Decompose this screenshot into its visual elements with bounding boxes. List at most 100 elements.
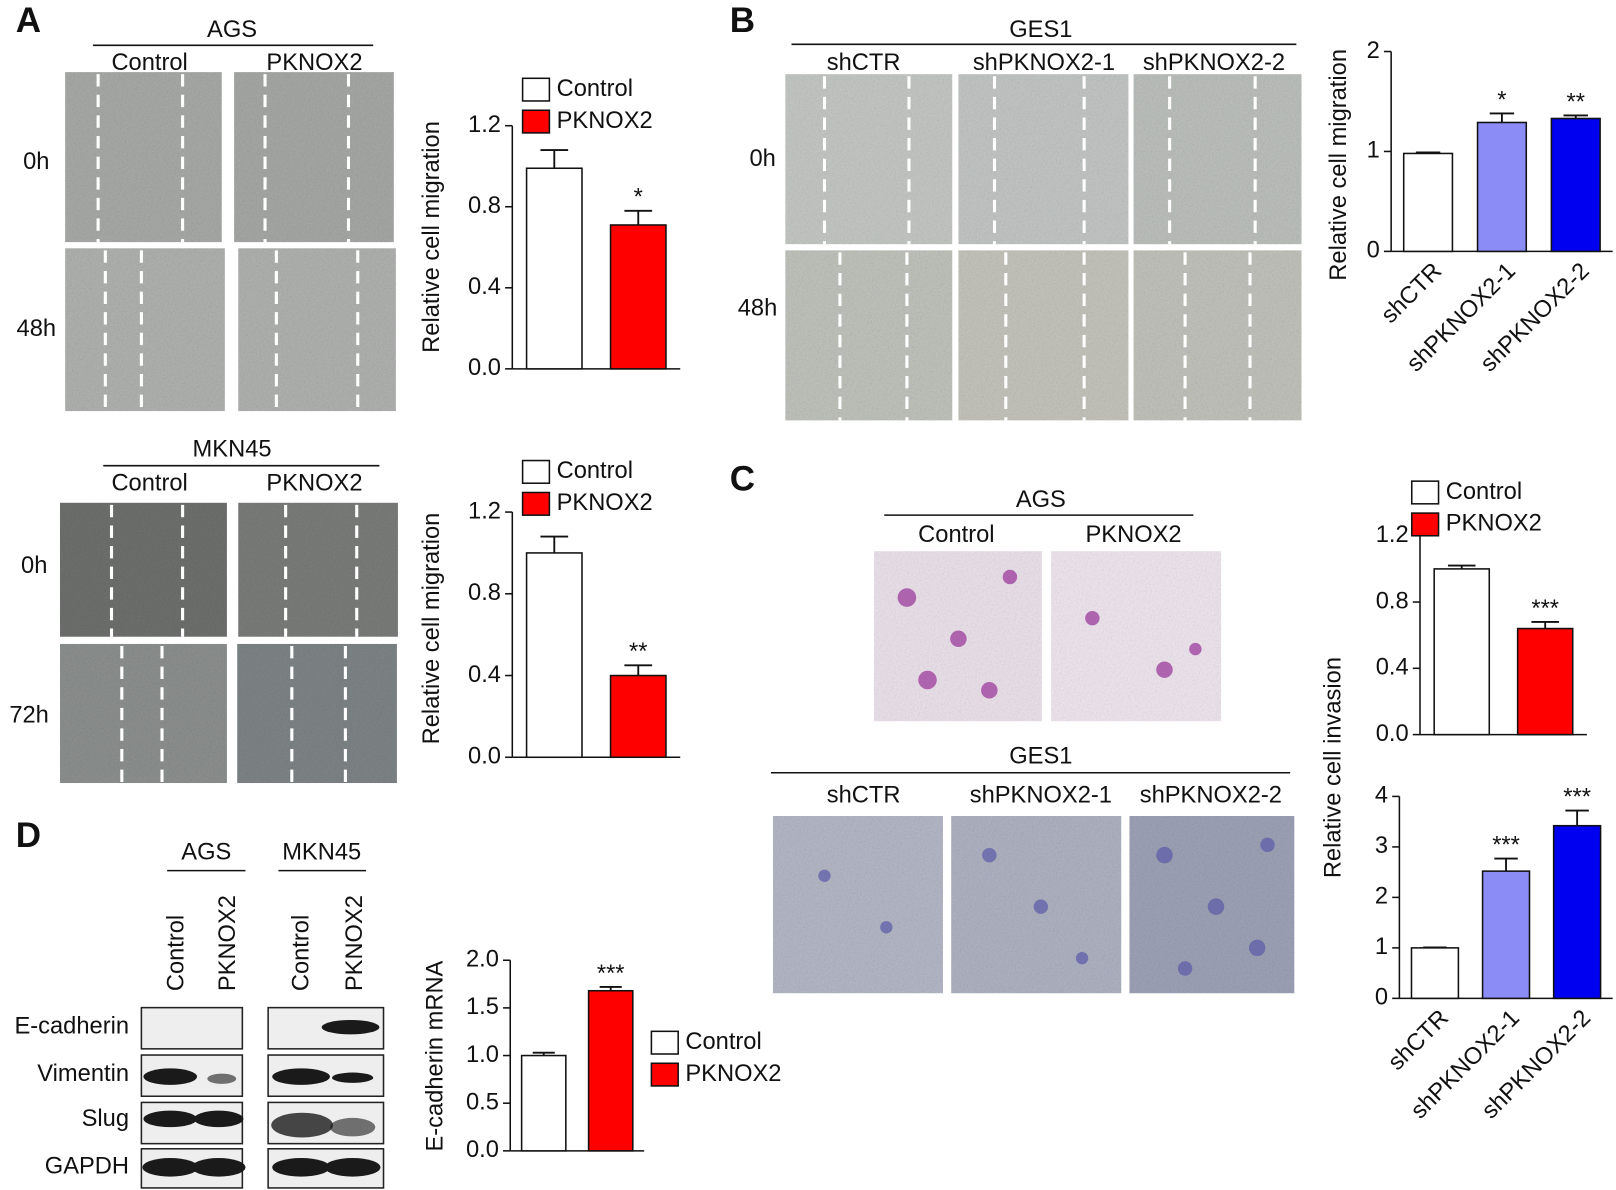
- band: [324, 1158, 381, 1177]
- cell-line: AGS: [207, 17, 257, 43]
- y-tick-label: 1: [1375, 934, 1388, 960]
- bar: [520, 1054, 567, 1152]
- y-tick-label: 1.5: [466, 994, 499, 1020]
- band: [271, 1112, 334, 1138]
- group-label: Control: [111, 50, 187, 76]
- group-label: PKNOX2: [266, 471, 362, 497]
- group-label: shPKNOX2-2: [1140, 783, 1282, 809]
- error-bar: [1423, 946, 1447, 949]
- cell: [1189, 642, 1202, 656]
- group-label: shPKNOX2-1: [970, 783, 1112, 809]
- y-tick-label: 3: [1375, 833, 1388, 859]
- legend-swatch: [521, 491, 551, 516]
- cell: [1156, 846, 1173, 864]
- time-label: 48h: [738, 295, 778, 321]
- cell: [1033, 899, 1049, 914]
- cell: [981, 682, 998, 699]
- y-tick-label: 2.0: [466, 947, 499, 973]
- y-axis-label: Relative cell migration: [419, 121, 445, 353]
- lane-label: PKNOX2: [215, 895, 241, 991]
- micrograph: [234, 72, 394, 243]
- band: [193, 1110, 244, 1128]
- legend-label: Control: [557, 76, 633, 102]
- micrograph: [238, 502, 398, 637]
- significance: *: [634, 185, 643, 211]
- legend-label: Control: [557, 458, 633, 484]
- blot-box: [140, 1006, 244, 1050]
- micrograph: [958, 250, 1129, 421]
- panel-label: C: [730, 459, 755, 498]
- y-tick-label: 0.5: [466, 1089, 499, 1115]
- micrograph: [60, 502, 227, 637]
- cell: [818, 869, 831, 882]
- error-bar: [1563, 114, 1588, 119]
- y-tick-label: 0.8: [468, 580, 501, 606]
- bar: [1410, 947, 1460, 1000]
- cell: [1002, 569, 1018, 585]
- micrograph: [238, 248, 396, 412]
- legend-swatch: [521, 109, 551, 134]
- x-tick-label: shCTR: [1377, 258, 1448, 329]
- panel-label: B: [730, 1, 755, 40]
- micrograph: [1133, 74, 1302, 245]
- cell: [880, 921, 893, 934]
- x-tick-label: shCTR: [1383, 1005, 1454, 1076]
- bar: [1516, 627, 1574, 736]
- y-axis-label: Relative cell migration: [419, 513, 445, 745]
- y-tick-label: 0.0: [1376, 721, 1409, 747]
- legend-swatch: [521, 459, 551, 484]
- cell: [1260, 837, 1275, 853]
- y-tick-label: 4: [1375, 783, 1388, 809]
- y-tick-label: 1.2: [1376, 522, 1409, 548]
- bar: [525, 552, 583, 759]
- micrograph: [65, 72, 222, 243]
- cell: [1177, 961, 1193, 976]
- group-label: shCTR: [827, 783, 901, 809]
- y-tick-label: 0: [1375, 985, 1388, 1011]
- error-bar: [624, 209, 653, 225]
- group-label: Control: [111, 471, 187, 497]
- y-tick-label: 0.4: [468, 662, 501, 688]
- y-tick-label: 2: [1375, 884, 1388, 910]
- y-tick-label: 1.2: [468, 498, 501, 524]
- bar: [525, 167, 583, 370]
- y-tick-label: 0.8: [1376, 588, 1409, 614]
- cell-line: MKN45: [282, 839, 361, 865]
- micrograph: [772, 816, 943, 994]
- cell-line: AGS: [1016, 487, 1066, 513]
- cell: [897, 588, 917, 607]
- band: [207, 1073, 237, 1084]
- bar: [609, 674, 667, 759]
- band: [142, 1158, 199, 1177]
- cell-line: MKN45: [193, 437, 272, 463]
- micrograph: [1051, 551, 1222, 722]
- error-bar: [1531, 620, 1559, 629]
- band: [191, 1158, 246, 1177]
- protein-label: Vimentin: [37, 1061, 129, 1087]
- group-label: shPKNOX2-2: [1143, 50, 1285, 76]
- group-label: Control: [918, 522, 994, 548]
- y-tick-label: 1.2: [468, 112, 501, 138]
- lane-label: PKNOX2: [342, 895, 368, 991]
- error-bar: [532, 1051, 555, 1056]
- cell-line: GES1: [1009, 744, 1072, 770]
- y-tick-label: 0.0: [466, 1137, 499, 1163]
- legend-swatch: [650, 1062, 679, 1087]
- significance: *: [1497, 87, 1506, 113]
- stained-cells: [818, 837, 1275, 976]
- error-bar: [540, 149, 569, 169]
- legend-label: Control: [685, 1029, 761, 1055]
- significance: ***: [597, 961, 625, 987]
- micrograph: [65, 248, 225, 412]
- legend-label: PKNOX2: [557, 108, 653, 134]
- bar: [1552, 824, 1602, 1000]
- y-tick-label: 1: [1367, 138, 1380, 164]
- legend-label: PKNOX2: [557, 490, 653, 516]
- legend-label: Control: [1446, 479, 1522, 505]
- band: [143, 1110, 198, 1128]
- cell: [918, 670, 937, 690]
- legend-swatch: [650, 1030, 679, 1055]
- error-bar: [1447, 564, 1476, 569]
- cell: [1207, 898, 1225, 915]
